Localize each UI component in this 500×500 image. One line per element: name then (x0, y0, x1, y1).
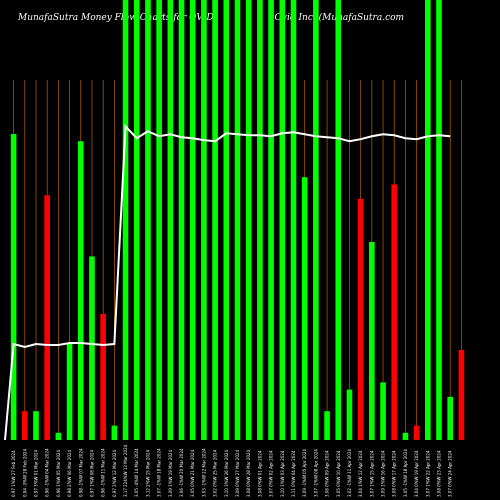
money-flow-bar (189, 0, 196, 440)
money-flow-bar (301, 177, 308, 440)
x-tick-label: 3.08 0%W 17 Apr 2024 (392, 450, 397, 497)
x-tick-label: 3.05 0%W 21 Mar 2024 (190, 449, 195, 497)
money-flow-bar (335, 0, 342, 440)
x-tick-label: 3.09 0%W 27 Mar 2024 (235, 449, 240, 497)
x-tick-label: 3.04 0%W 19 Apr 2024 (414, 450, 419, 497)
money-flow-bar (201, 0, 207, 440)
money-flow-bar (21, 411, 28, 440)
x-tick-label: 0.97 1%W 08 Mar 2024 (89, 449, 94, 497)
money-flow-bar (122, 0, 129, 440)
money-flow-bar (66, 342, 73, 440)
money-flow-bar (357, 198, 364, 440)
x-tick-label: 3.07 -1%W 08 Apr 2024 (313, 449, 318, 497)
x-tick-label: 3.08 0%W 28 Mar 2024 (246, 449, 251, 497)
money-flow-bar (447, 396, 454, 440)
x-tick-label: 0.96 -1%W 04 Mar 2024 (45, 448, 50, 497)
x-tick-label: 3.05 -4%W 14 Mar 2024 (134, 448, 139, 497)
chart-title-main: MunafaSutra Money Flow Charts for OVID (18, 13, 214, 23)
x-tick-label: 3.07 1%W 22 Apr 2024 (425, 450, 430, 497)
money-flow-bar (391, 184, 398, 440)
money-flow-bar (100, 314, 106, 440)
x-tick-label: 3.09 1%W 16 Apr 2024 (381, 450, 386, 497)
x-tick-label: 3.09 1%W 19 Mar 2024 (168, 449, 173, 497)
x-tick-label: 3.10 1%W 03 Apr 2024 (280, 450, 285, 497)
money-flow-bar (145, 0, 151, 440)
money-flow-bar (313, 0, 319, 440)
money-flow-bar (77, 141, 84, 440)
x-tick-label: 0.97 3%W 01 Mar 2024 (33, 449, 38, 497)
x-tick-label: 3.08 0%W 23 Apr 2024 (437, 450, 442, 497)
money-flow-bar (223, 0, 230, 440)
x-tick-label: 3.08 0%W 01 Apr 2024 (257, 450, 262, 497)
money-flow-bar (33, 411, 39, 440)
x-tick-label: 3.11 0%W 04 Apr 2024 (291, 450, 296, 497)
money-flow-bar (55, 432, 62, 440)
money-flow-bar (111, 425, 118, 440)
money-flow-bar (44, 195, 50, 440)
money-flow-bar (212, 0, 218, 440)
money-flow-bar (268, 0, 274, 440)
money-flow-bar (234, 0, 241, 440)
money-flow-bar (402, 432, 409, 440)
x-tick-label: 3.02 -1%W 11 Apr 2024 (347, 449, 352, 497)
x-tick-label: 3.05 0%W 10 Apr 2024 (336, 450, 341, 497)
x-tick-label: 3.10 3%W 26 Mar 2024 (224, 449, 229, 497)
money-flow-bar (380, 382, 386, 440)
money-flow-bar (290, 0, 297, 440)
money-flow-bar (346, 389, 353, 440)
money-flow-bar (436, 0, 442, 440)
x-tick-label: 3.12 2%W 15 Mar 2024 (145, 449, 150, 497)
x-tick-label: 3.04 1%W 12 Apr 2024 (358, 450, 363, 497)
x-tick-label: 0.97 2%W 12 Mar 2024 (112, 449, 117, 497)
x-tick-label: 3.17 224%W 13 Mar 2024 (123, 444, 128, 497)
x-tick-label: 3.06 -1%W 20 Mar 2024 (179, 448, 184, 497)
x-tick-label: 3.03 -1%W 22 Mar 2024 (201, 448, 206, 497)
money-flow-bar (324, 411, 330, 440)
money-flow-bar (279, 0, 286, 440)
x-tick-label: 0.98 -1%W 07 Mar 2024 (78, 448, 83, 497)
money-flow-bar (10, 134, 17, 440)
money-flow-bar (458, 350, 465, 440)
x-tick-label: 3.09 -1%W 05 Apr 2024 (302, 449, 307, 497)
x-tick-label: 0.96 -1%W 11 Mar 2024 (101, 448, 106, 497)
money-flow-bar (369, 242, 375, 440)
x-tick-label: 0.96 1%W 05 Mar 2024 (56, 449, 61, 497)
x-tick-label: 3.07 -1%W 18 Mar 2024 (157, 448, 162, 497)
x-tick-label: 3.05 -1%W 18 Apr 2024 (403, 449, 408, 497)
x-tick-label: 3.07 0%W 24 Apr 2024 (448, 450, 453, 497)
money-flow-bar (245, 0, 252, 440)
x-tick-label: 0.98 2%W 06 Mar 2024 (67, 449, 72, 497)
x-tick-label: 3.06 0%W 09 Apr 2024 (325, 450, 330, 497)
money-flow-bar (167, 0, 174, 440)
x-tick-label: 3.07 1%W 15 Apr 2024 (369, 450, 374, 497)
price-line (4, 123, 451, 441)
money-flow-bar (425, 0, 431, 440)
x-tick-label: 0.97 1%W 27 Feb 2024 (11, 450, 16, 497)
x-tick-label: 3.07 0%W 02 Apr 2024 (269, 450, 274, 497)
x-tick-label: 3.02 0%W 25 Mar 2024 (213, 449, 218, 497)
money-flow-bar (133, 0, 140, 440)
money-flow-bar (257, 0, 263, 440)
money-flow-bar (178, 0, 185, 440)
money-flow-bar (413, 425, 420, 440)
money-flow-bar (156, 0, 162, 440)
x-tick-label: 0.94 -3%W 28 Feb 2024 (22, 448, 27, 497)
money-flow-bar (89, 256, 95, 440)
